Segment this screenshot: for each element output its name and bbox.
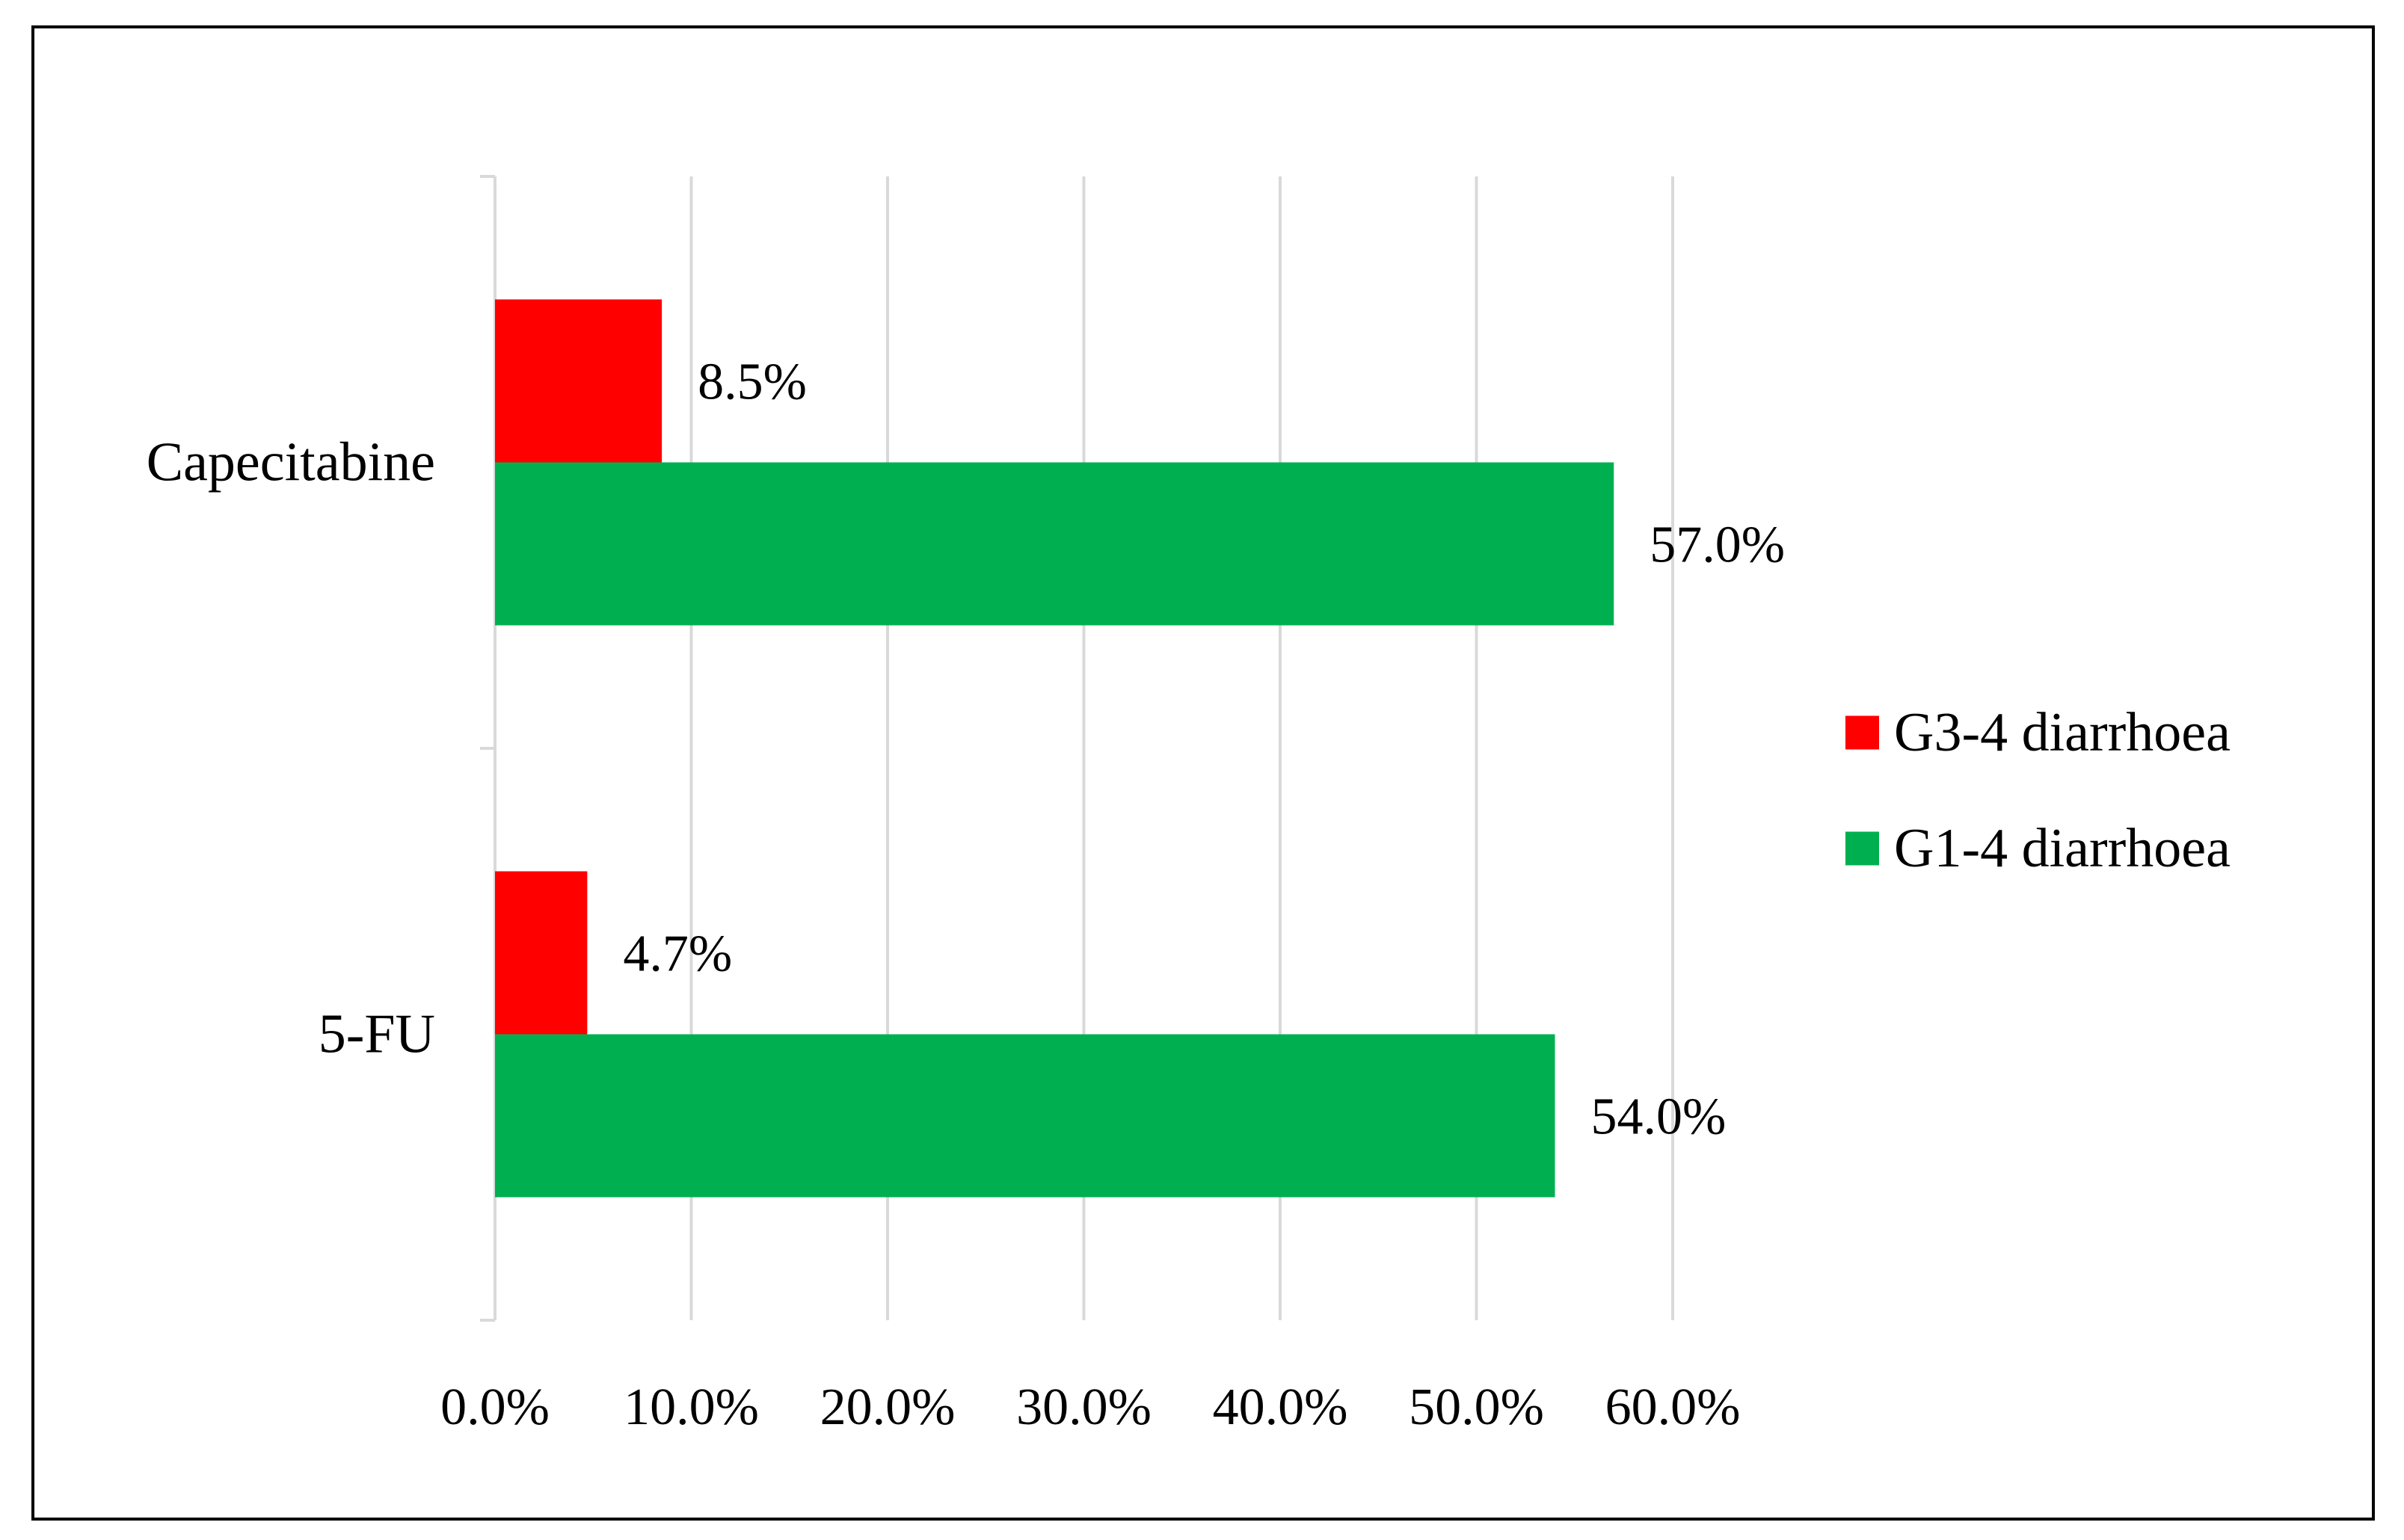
data-label: 8.5% (698, 354, 807, 411)
x-tick-label: 60.0% (1605, 1379, 1741, 1436)
legend-label: G3-4 diarrhoea (1894, 702, 2231, 763)
bars (495, 299, 1614, 1198)
bar (495, 871, 588, 1035)
category-labels: Capecitabine 5-FU (147, 432, 435, 1065)
x-tick-label: 0.0% (440, 1379, 550, 1436)
legend-swatch (1845, 831, 1879, 866)
data-label: 54.0% (1591, 1088, 1727, 1146)
legend-swatch (1845, 715, 1879, 750)
x-tick-label: 10.0% (624, 1379, 759, 1436)
legend: G3-4 diarrhoea G1-4 diarrhoea (1845, 702, 2231, 879)
bar (495, 1034, 1555, 1198)
data-label: 4.7% (623, 925, 732, 983)
data-label: 57.0% (1650, 517, 1785, 574)
category-label: 5-FU (319, 1004, 435, 1065)
chart-frame (31, 25, 2375, 1521)
x-tick-label: 20.0% (820, 1379, 956, 1436)
x-tick-label: 30.0% (1016, 1379, 1152, 1436)
legend-label: G1-4 diarrhoea (1894, 818, 2231, 879)
data-labels: 8.5% 57.0% 4.7% 54.0% (623, 354, 1785, 1146)
x-tick-label: 40.0% (1213, 1379, 1348, 1436)
category-label: Capecitabine (147, 432, 435, 493)
x-tick-label: 50.0% (1409, 1379, 1544, 1436)
bar (495, 462, 1614, 626)
bar (495, 299, 663, 463)
x-axis-tick-labels: 0.0% 10.0% 20.0% 30.0% 40.0% 50.0% 60.0% (440, 1379, 1740, 1436)
